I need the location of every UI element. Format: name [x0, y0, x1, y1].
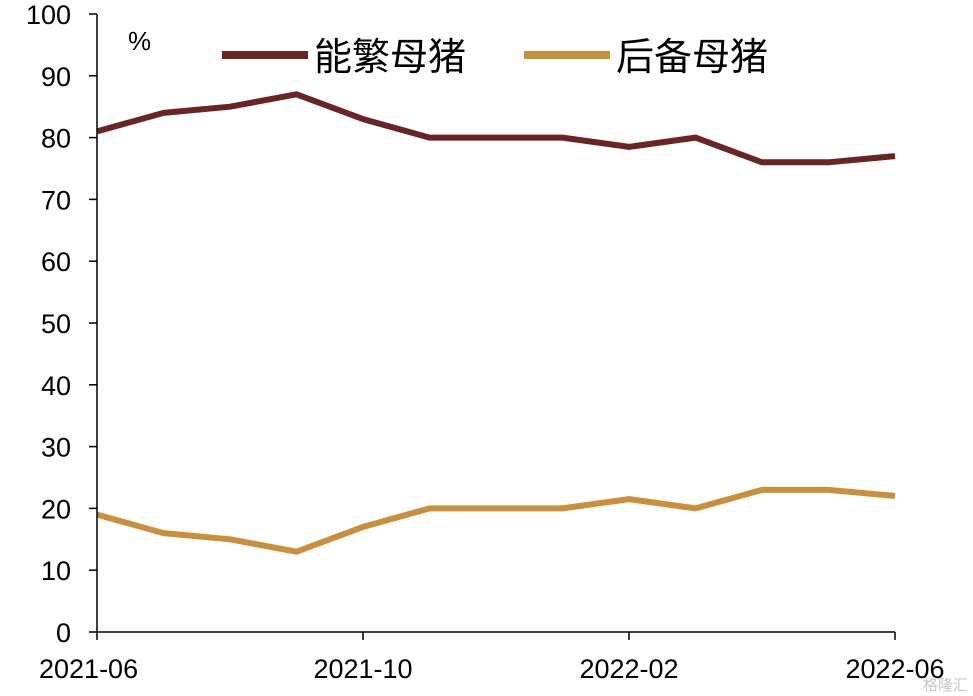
series-line-1: [96, 91, 896, 166]
watermark-text: 格隆汇: [923, 676, 968, 694]
x-tick-label: 2021-06: [39, 654, 138, 684]
x-tick-label: 2022-06: [845, 654, 944, 684]
y-tick-label: 0: [56, 618, 71, 648]
y-tick-label: 70: [41, 185, 71, 215]
y-axis-ticks: 0 10 20 30 40 50 60 70 80 90 100: [26, 0, 97, 648]
y-tick-label: 50: [41, 309, 71, 339]
y-tick-label: 20: [41, 494, 71, 524]
series-lines: [96, 91, 896, 555]
x-tick-label: 2021-10: [313, 654, 412, 684]
legend-label-2: 后备母猪: [616, 35, 768, 79]
y-tick-label: 30: [41, 433, 71, 463]
series-line-2: [96, 486, 896, 555]
y-tick-label: 80: [41, 124, 71, 154]
y-tick-label: 10: [41, 556, 71, 586]
y-tick-label: 60: [41, 247, 71, 277]
x-tick-label: 2022-02: [579, 654, 678, 684]
y-tick-label: 40: [41, 371, 71, 401]
x-axis-ticks: 2021-06 2021-10 2022-02 2022-06: [39, 632, 945, 684]
unit-label: %: [128, 26, 151, 56]
legend: 能繁母猪 后备母猪: [222, 35, 768, 79]
y-tick-label: 100: [26, 0, 71, 30]
legend-label-1: 能繁母猪: [314, 35, 466, 79]
y-tick-label: 90: [41, 62, 71, 92]
